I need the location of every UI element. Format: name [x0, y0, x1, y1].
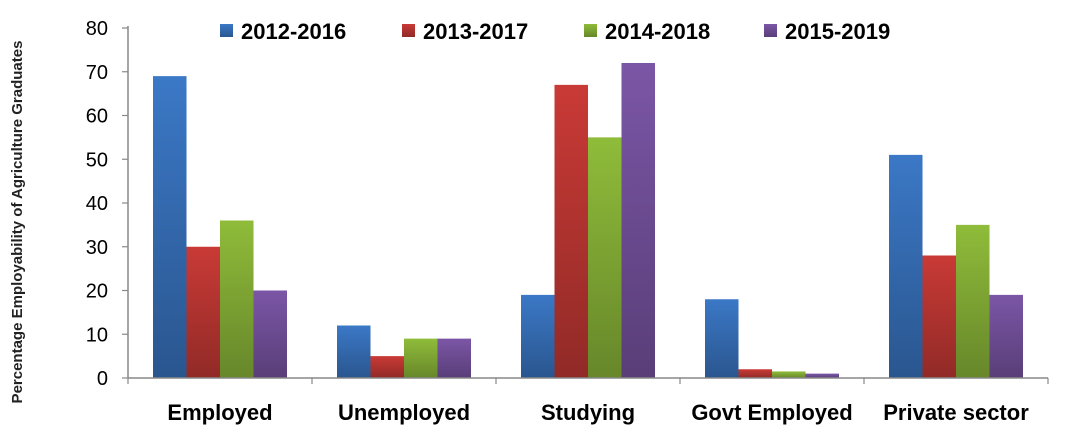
x-category-label: Unemployed: [338, 400, 470, 425]
y-tick-label: 0: [97, 368, 108, 390]
bar-2015-2019-employed: [253, 290, 287, 378]
x-category-label: Studying: [541, 400, 635, 425]
y-tick-label: 40: [86, 193, 108, 215]
bar-2014-2018-govt-employed: [772, 371, 806, 378]
bar-2013-2017-govt-employed: [738, 369, 772, 378]
y-tick-label: 50: [86, 149, 108, 171]
y-tick-label: 20: [86, 281, 108, 303]
legend-label: 2013-2017: [423, 19, 528, 44]
bar-2013-2017-studying: [554, 84, 588, 378]
legend-label: 2015-2019: [785, 19, 890, 44]
x-category-label: Employed: [167, 400, 272, 425]
x-category-label: Govt Employed: [691, 400, 852, 425]
legend-swatch: [220, 24, 233, 37]
y-tick-label: 10: [86, 324, 108, 346]
bar-2014-2018-unemployed: [404, 338, 438, 378]
bar-2014-2018-studying: [588, 137, 622, 378]
legend-label: 2014-2018: [605, 19, 710, 44]
bar-2013-2017-unemployed: [370, 356, 404, 378]
bar-2015-2019-govt-employed: [805, 373, 839, 378]
y-tick-label: 80: [86, 18, 108, 40]
bar-2012-2016-unemployed: [337, 325, 371, 378]
y-tick-label: 60: [86, 106, 108, 128]
x-axis-labels: Employed Unemployed Studying Govt Employed P…: [167, 400, 1029, 425]
bar-2014-2018-private-sector: [956, 224, 990, 378]
y-axis-label: Percentage Employability of Agriculture …: [9, 41, 26, 404]
x-category-label: Private sector: [883, 400, 1029, 425]
legend: 2012-2016 2013-2017 2014-2018 2015-2019: [220, 19, 890, 44]
axes: [127, 26, 1049, 384]
bar-2012-2016-govt-employed: [705, 299, 739, 378]
y-axis-ticks: 0 10 20 30 40 50 60 70 80: [86, 18, 128, 390]
legend-swatch: [764, 24, 777, 37]
bar-2012-2016-private-sector: [889, 154, 923, 378]
bar-2012-2016-employed: [153, 76, 187, 378]
bar-2015-2019-studying: [621, 63, 655, 378]
bar-2014-2018-employed: [220, 220, 254, 378]
legend-swatch: [402, 24, 415, 37]
y-tick-label: 70: [86, 62, 108, 84]
bar-2015-2019-private-sector: [989, 294, 1023, 378]
bar-2015-2019-unemployed: [437, 338, 471, 378]
legend-swatch: [584, 24, 597, 37]
bar-2013-2017-private-sector: [922, 255, 956, 378]
bar-2012-2016-studying: [521, 294, 555, 378]
legend-label: 2012-2016: [241, 19, 346, 44]
bars: [153, 63, 1023, 378]
y-tick-label: 30: [86, 237, 108, 259]
bar-2013-2017-employed: [186, 246, 220, 378]
